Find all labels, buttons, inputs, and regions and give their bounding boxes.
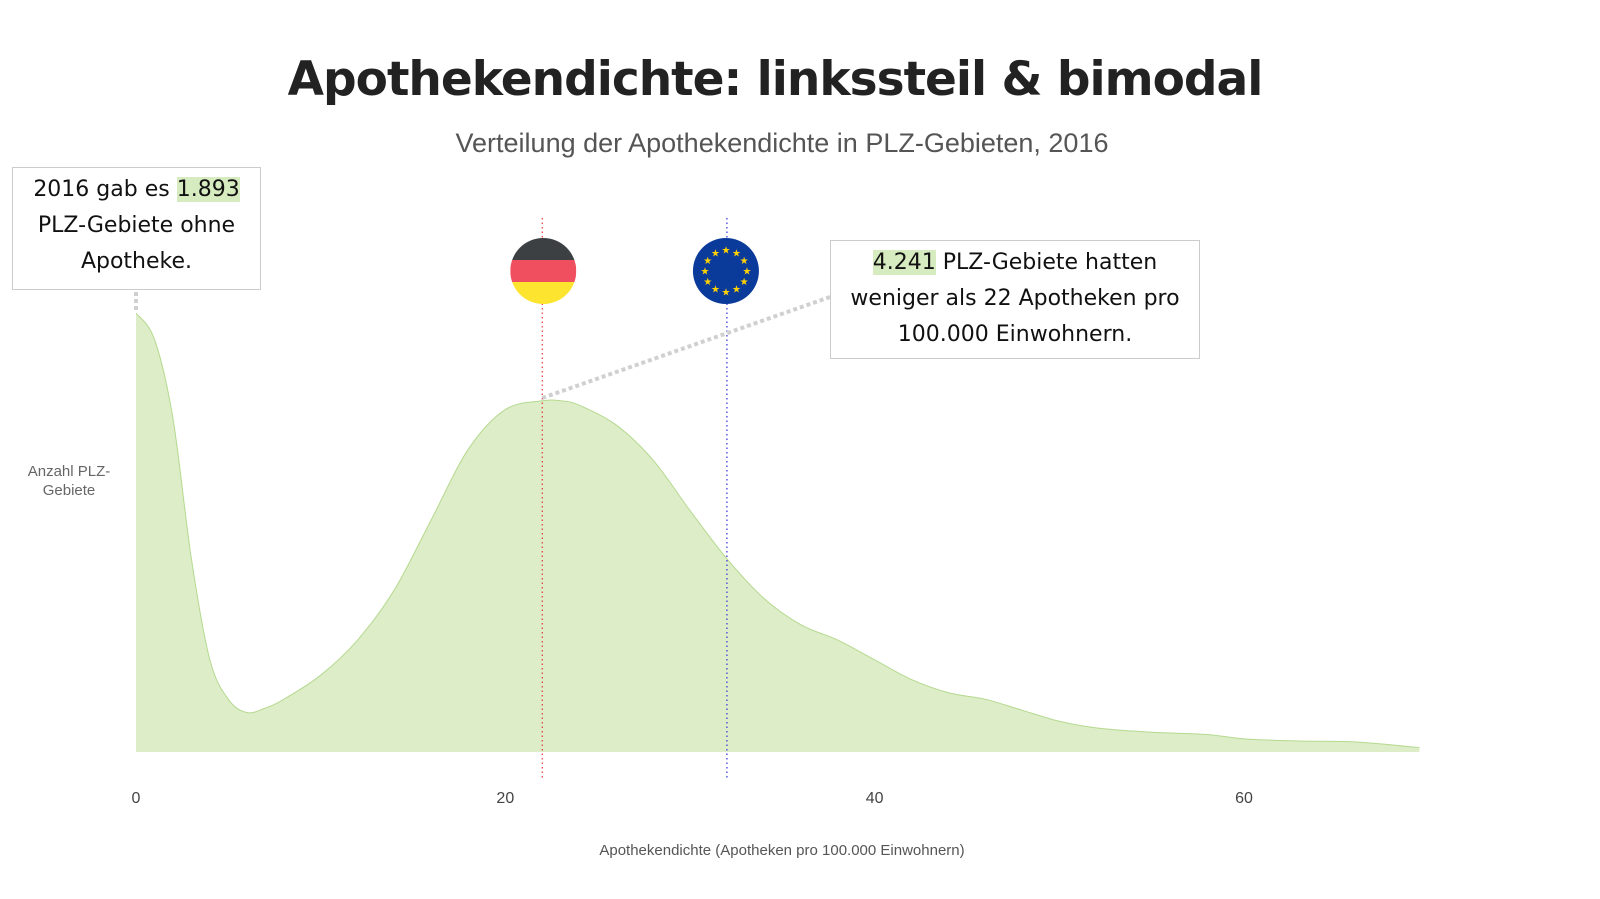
x-tick-label: 40: [866, 790, 884, 807]
y-axis-label: Anzahl PLZ-Gebiete: [27, 463, 111, 499]
annotation-highlight-count: 4.241: [872, 250, 936, 275]
svg-text:★: ★: [703, 277, 712, 288]
annotation-text: 2016 gab es: [33, 177, 177, 202]
density-line: [135, 312, 1420, 749]
svg-text:★: ★: [700, 267, 709, 278]
x-tick-label: 20: [496, 790, 514, 807]
annotation-no-pharmacy: 2016 gab es 1.893 PLZ-Gebiete ohne Apoth…: [12, 167, 261, 290]
svg-text:★: ★: [703, 256, 712, 267]
annotation-below-22: 4.241 PLZ-Gebiete hatten weniger als 22 …: [830, 240, 1200, 359]
svg-text:★: ★: [740, 256, 749, 267]
svg-text:★: ★: [732, 248, 741, 259]
annotation-text: PLZ-Gebiete hatten weniger als 22 Apothe…: [850, 250, 1180, 347]
svg-text:★: ★: [721, 288, 730, 299]
svg-text:★: ★: [740, 277, 749, 288]
x-tick-label: 60: [1235, 790, 1253, 807]
x-tick-label: 0: [132, 790, 141, 807]
svg-text:★: ★: [732, 285, 741, 296]
svg-text:★: ★: [711, 285, 720, 296]
density-area: [136, 313, 1420, 752]
annotation-text: PLZ-Gebiete ohne Apotheke.: [37, 213, 236, 274]
chart-subtitle: Verteilung der Apothekendichte in PLZ-Ge…: [455, 128, 1109, 158]
eu-flag-icon: ★ ★★★★★★★★★★★: [692, 238, 759, 304]
chart-title: Apothekendichte: linkssteil & bimodal: [287, 52, 1264, 107]
svg-text:★: ★: [721, 246, 730, 257]
x-axis-label: Apothekendichte (Apotheken pro 100.000 E…: [599, 842, 965, 859]
germany-flag-icon: [510, 238, 577, 304]
svg-text:★: ★: [742, 267, 751, 278]
connector-line: [541, 295, 831, 400]
svg-text:★: ★: [711, 248, 720, 259]
annotation-highlight-count: 1.893: [176, 177, 240, 202]
